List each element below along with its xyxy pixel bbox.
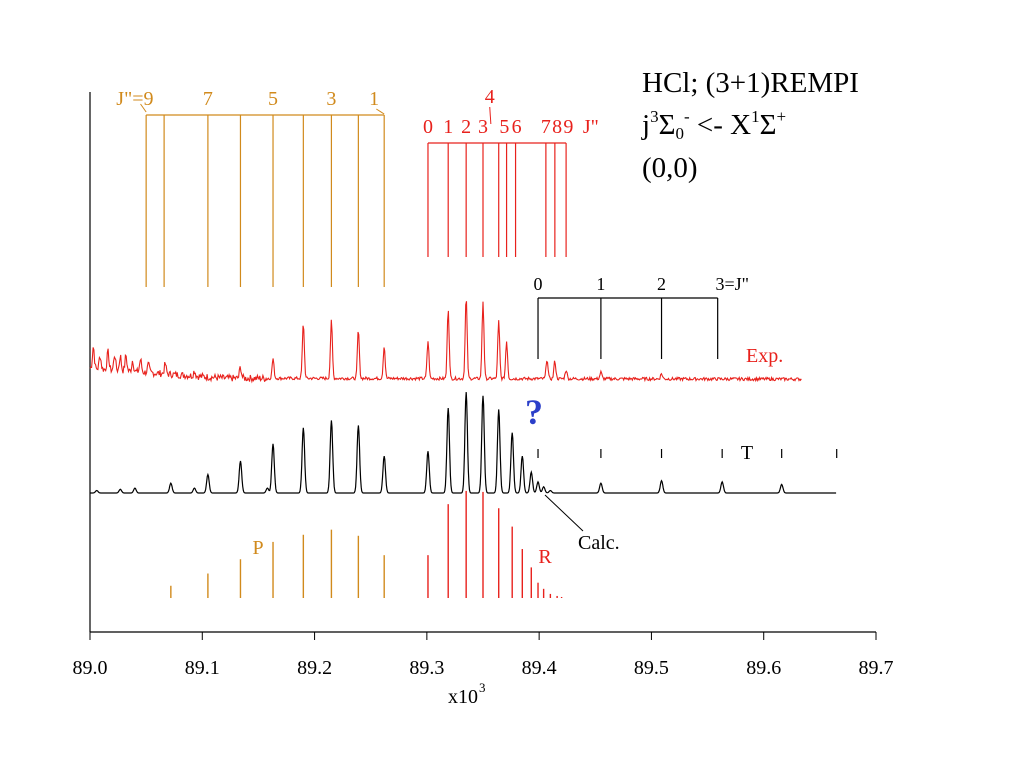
title-arrow: <- X [689, 109, 752, 141]
title-state-j: j [642, 109, 651, 141]
title-sup-minus: - [683, 107, 690, 126]
calc-leader-line [544, 494, 584, 532]
title-line-3: (0,0) [642, 151, 859, 185]
title-sigma-upper: Σ [658, 109, 676, 141]
title-sup-3: 3 [650, 107, 659, 126]
calculated-trace-layer [90, 392, 838, 494]
r-assignment-label: J" [583, 116, 599, 138]
t-assignment-label: 2 [657, 274, 666, 294]
question-mark: ? [525, 392, 543, 432]
t-assignment-label: 3=J" [716, 274, 750, 294]
p-branch-label: P [252, 537, 263, 559]
title-sub-0: 0 [675, 124, 684, 143]
t-assignment-label: 0 [534, 274, 543, 294]
x-tick-label: 89.4 [522, 657, 557, 679]
r-assignment-label: 1 [443, 116, 453, 138]
r-assignment-label: 2 [461, 116, 471, 138]
exp-label: Exp. [746, 345, 783, 367]
r-assignment-label: 3 [478, 116, 488, 138]
assignment-layer: J"=9 7 5 3 10 1 2 345 6 7 8 9 J"0 1 2 3=J" [116, 86, 749, 359]
x-axis-label: x10 [448, 686, 478, 708]
r-assignment-label: 7 [541, 116, 551, 138]
r-assignment-label: 8 [552, 116, 562, 138]
x-axis-label-exponent: 3 [479, 680, 486, 695]
title-sup-1: 1 [751, 107, 760, 126]
stick-spectrum-layer [170, 490, 563, 598]
title-sup-plus: + [776, 107, 787, 126]
r-branch-label: R [538, 546, 552, 568]
p-assignment-leader [140, 103, 147, 113]
chart-title: HCl; (3+1)REMPI j3Σ0- <- X1Σ+ (0,0) [642, 66, 859, 185]
t-branch-label: T [741, 442, 753, 464]
r-assignment-label: 5 [499, 116, 509, 138]
x-tick-label: 89.1 [185, 657, 220, 679]
p-assignment-label: 3 [326, 88, 336, 110]
p-assignment-label: 7 [203, 88, 213, 110]
title-line-1: HCl; (3+1)REMPI [642, 66, 859, 100]
x-tick-label: 89.7 [859, 657, 894, 679]
experimental-trace-layer [89, 301, 802, 384]
title-molecule: HCl; (3+1)REMPI [642, 67, 859, 99]
annotation-layer: Exp. Calc.? P R T [252, 345, 783, 568]
p-assignment-label: 1 [369, 88, 379, 110]
x-tick-label: 89.0 [73, 657, 108, 679]
p-assignment-leader [376, 108, 385, 115]
title-line-2: j3Σ0- <- X1Σ+ [642, 100, 859, 151]
p-assignment-label: 5 [268, 88, 278, 110]
calculated-trace [90, 392, 837, 494]
r-assignment-leader [489, 106, 492, 125]
experimental-trace [89, 301, 802, 384]
r-assignment-label: 9 [563, 116, 573, 138]
x-tick-label: 89.6 [746, 657, 781, 679]
x-tick-label: 89.3 [409, 657, 444, 679]
r-assignment-label: 6 [512, 116, 522, 138]
title-band: (0,0) [642, 152, 698, 184]
title-sigma-lower: Σ [759, 109, 777, 141]
r-assignment-label: 0 [423, 116, 433, 138]
calc-label: Calc. [578, 532, 620, 554]
p-assignment-label: J"=9 [116, 88, 153, 110]
t-assignment-label: 1 [596, 274, 605, 294]
x-tick-label: 89.2 [297, 657, 332, 679]
r-assignment-label: 4 [485, 86, 495, 108]
x-tick-label: 89.5 [634, 657, 669, 679]
